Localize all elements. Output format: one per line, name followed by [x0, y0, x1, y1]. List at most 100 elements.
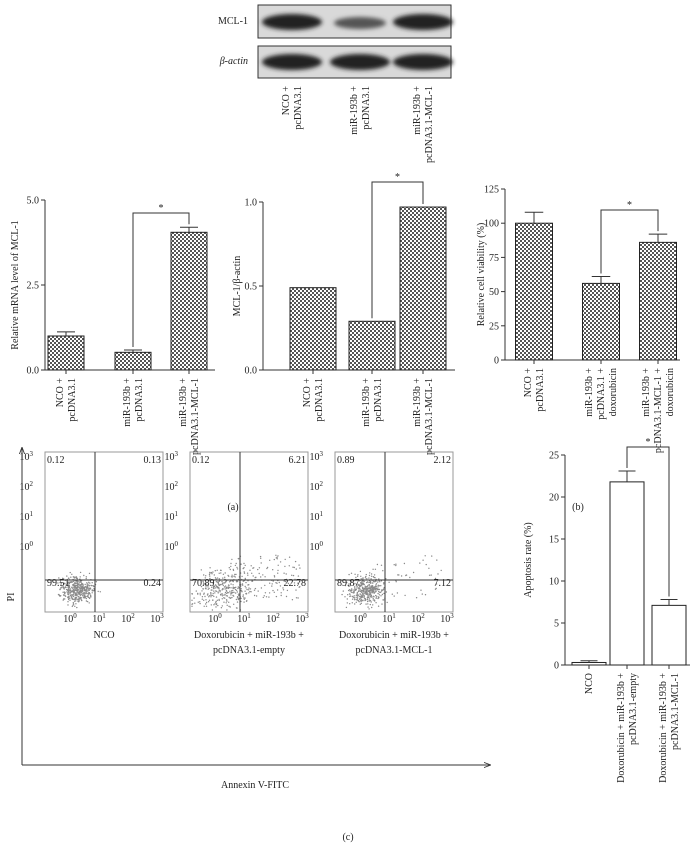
- event-dot: [263, 595, 265, 597]
- event-dot: [293, 566, 295, 569]
- event-dot: [231, 590, 233, 592]
- event-dot: [368, 587, 370, 590]
- event-dot: [260, 576, 262, 578]
- event-dot: [67, 598, 70, 601]
- event-dot: [355, 601, 357, 603]
- event-dot: [76, 606, 78, 609]
- event-dot: [74, 587, 76, 589]
- event-dot: [253, 594, 256, 597]
- tick-base: 10: [165, 512, 175, 523]
- event-dot: [235, 562, 237, 565]
- y-tick-label: 100: [310, 540, 324, 553]
- event-dot: [230, 594, 232, 596]
- x-tick-label: pcDNA3.1: [373, 378, 384, 422]
- bar: [582, 282, 620, 361]
- quadrant-value: 89.87: [337, 578, 360, 589]
- event-dot: [409, 576, 411, 579]
- y-tick-label: 103: [165, 450, 179, 463]
- event-dot: [69, 594, 72, 597]
- event-dot: [235, 589, 238, 592]
- event-dot: [283, 572, 285, 574]
- event-dot: [368, 581, 370, 584]
- event-dot: [366, 591, 368, 593]
- x-tick-label: 101: [382, 612, 396, 625]
- event-dot: [264, 592, 267, 594]
- event-dot: [364, 586, 367, 588]
- event-dots: [341, 555, 442, 610]
- event-dot: [360, 575, 362, 577]
- event-dot: [377, 596, 380, 598]
- event-dot: [84, 583, 86, 586]
- event-dot: [345, 606, 348, 609]
- event-dot: [221, 598, 223, 600]
- bar: [609, 481, 645, 666]
- x-tick-label: pcDNA3.1-empty: [628, 673, 639, 745]
- event-dot: [244, 597, 246, 599]
- quadrant-value: 0.12: [47, 455, 65, 466]
- event-dot: [380, 580, 383, 582]
- event-dot: [75, 597, 77, 599]
- event-dot: [75, 576, 77, 578]
- event-dot: [224, 588, 226, 590]
- event-dot: [364, 588, 366, 590]
- y-tick-label: 101: [165, 510, 179, 523]
- event-dot: [83, 595, 86, 597]
- y-tick-label: 100: [484, 219, 499, 230]
- event-dot: [203, 605, 205, 607]
- event-dot: [362, 583, 364, 586]
- event-dot: [295, 568, 297, 570]
- significance-bracket: [626, 446, 670, 597]
- event-dot: [250, 565, 252, 567]
- event-dot: [241, 583, 244, 585]
- event-dot: [353, 595, 355, 597]
- event-dot: [368, 596, 370, 599]
- x-tick-label: miR-193b +: [641, 368, 652, 417]
- event-dot: [359, 588, 361, 590]
- event-dot: [372, 597, 374, 600]
- event-dot: [421, 593, 423, 595]
- event-dot: [351, 598, 354, 600]
- event-dot: [207, 586, 209, 588]
- event-dot: [211, 573, 213, 575]
- tick-base: 10: [165, 452, 175, 463]
- y-axis-title: MCL-1/β-actin: [232, 256, 243, 317]
- event-dot: [213, 604, 215, 606]
- blot-row-label: MCL-1: [218, 16, 248, 27]
- tick-exponent: 1: [247, 612, 251, 620]
- event-dot: [230, 580, 232, 582]
- event-dot: [222, 573, 225, 575]
- event-dot: [203, 599, 205, 601]
- event-dot: [216, 587, 219, 589]
- event-dot: [346, 581, 348, 584]
- event-dot: [240, 588, 242, 590]
- event-dot: [230, 583, 232, 585]
- event-dot: [353, 599, 356, 601]
- quadrant-value: 2.12: [434, 455, 452, 466]
- event-dot: [351, 590, 353, 592]
- event-dot: [403, 562, 406, 565]
- event-dot: [71, 573, 73, 575]
- event-dot: [89, 582, 91, 584]
- event-dot: [221, 580, 223, 583]
- event-dot: [235, 598, 238, 601]
- event-dot: [204, 595, 206, 598]
- panel-label: (c): [342, 832, 353, 843]
- event-dot: [234, 588, 237, 591]
- event-dot: [61, 586, 63, 588]
- y-tick-label: 25: [549, 451, 559, 462]
- event-dot: [223, 601, 225, 603]
- event-dot: [359, 586, 361, 588]
- tick-exponent: 2: [421, 612, 425, 620]
- x-tick-label: miR-193b +: [178, 378, 189, 427]
- event-dot: [376, 595, 378, 598]
- event-dot: [382, 589, 384, 591]
- tick-base: 10: [208, 614, 218, 625]
- event-dot: [368, 577, 370, 579]
- quadrant-value: 0.12: [192, 455, 210, 466]
- event-dot: [360, 598, 362, 601]
- event-dot: [363, 580, 365, 583]
- event-dot: [373, 590, 375, 592]
- x-tick-label: 102: [266, 612, 280, 625]
- event-dot: [244, 585, 246, 588]
- event-dot: [380, 595, 382, 597]
